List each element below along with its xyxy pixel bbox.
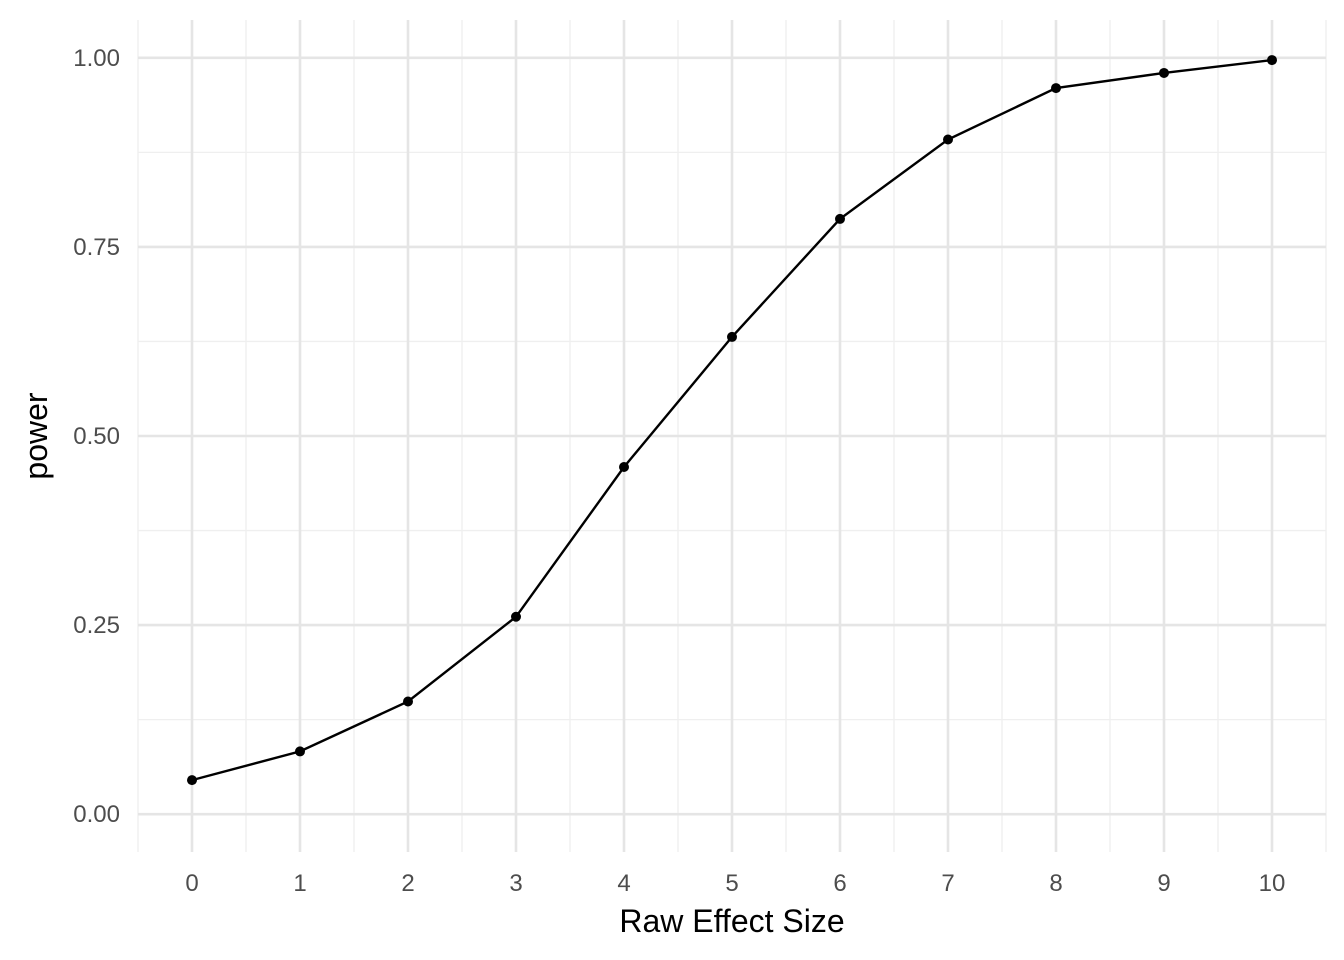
x-tick-label: 2 [401,870,414,897]
x-tick-label: 6 [833,870,846,897]
x-tick-label: 1 [293,870,306,897]
data-point [835,213,845,224]
y-tick-label: 0.25 [73,612,120,639]
data-point [511,611,521,622]
x-axis-title: Raw Effect Size [619,903,844,939]
x-tick-label: 10 [1259,870,1286,897]
y-tick-label: 0.00 [73,801,120,828]
data-point [187,775,197,786]
x-tick-label: 7 [941,870,954,897]
data-point [1267,55,1277,66]
y-axis-tick-labels: 0.00 0.25 0.50 0.75 1.00 [73,45,120,828]
data-point [403,696,413,707]
data-point [727,331,737,342]
x-tick-label: 8 [1049,870,1062,897]
x-tick-label: 9 [1157,870,1170,897]
data-point [943,134,953,145]
y-tick-label: 0.75 [73,234,120,261]
x-axis-tick-labels: 0 1 2 3 4 5 6 7 8 9 10 [185,870,1285,897]
x-tick-label: 5 [725,870,738,897]
y-axis-title: power [18,392,54,480]
data-point [1051,83,1061,94]
major-gridlines [138,20,1326,852]
power-series [187,55,1277,786]
data-point [295,746,305,757]
y-tick-label: 1.00 [73,45,120,72]
x-tick-label: 3 [509,870,522,897]
data-point [619,462,629,473]
data-point [1159,67,1169,78]
x-tick-label: 4 [617,870,630,897]
x-tick-label: 0 [185,870,198,897]
y-tick-label: 0.50 [73,423,120,450]
